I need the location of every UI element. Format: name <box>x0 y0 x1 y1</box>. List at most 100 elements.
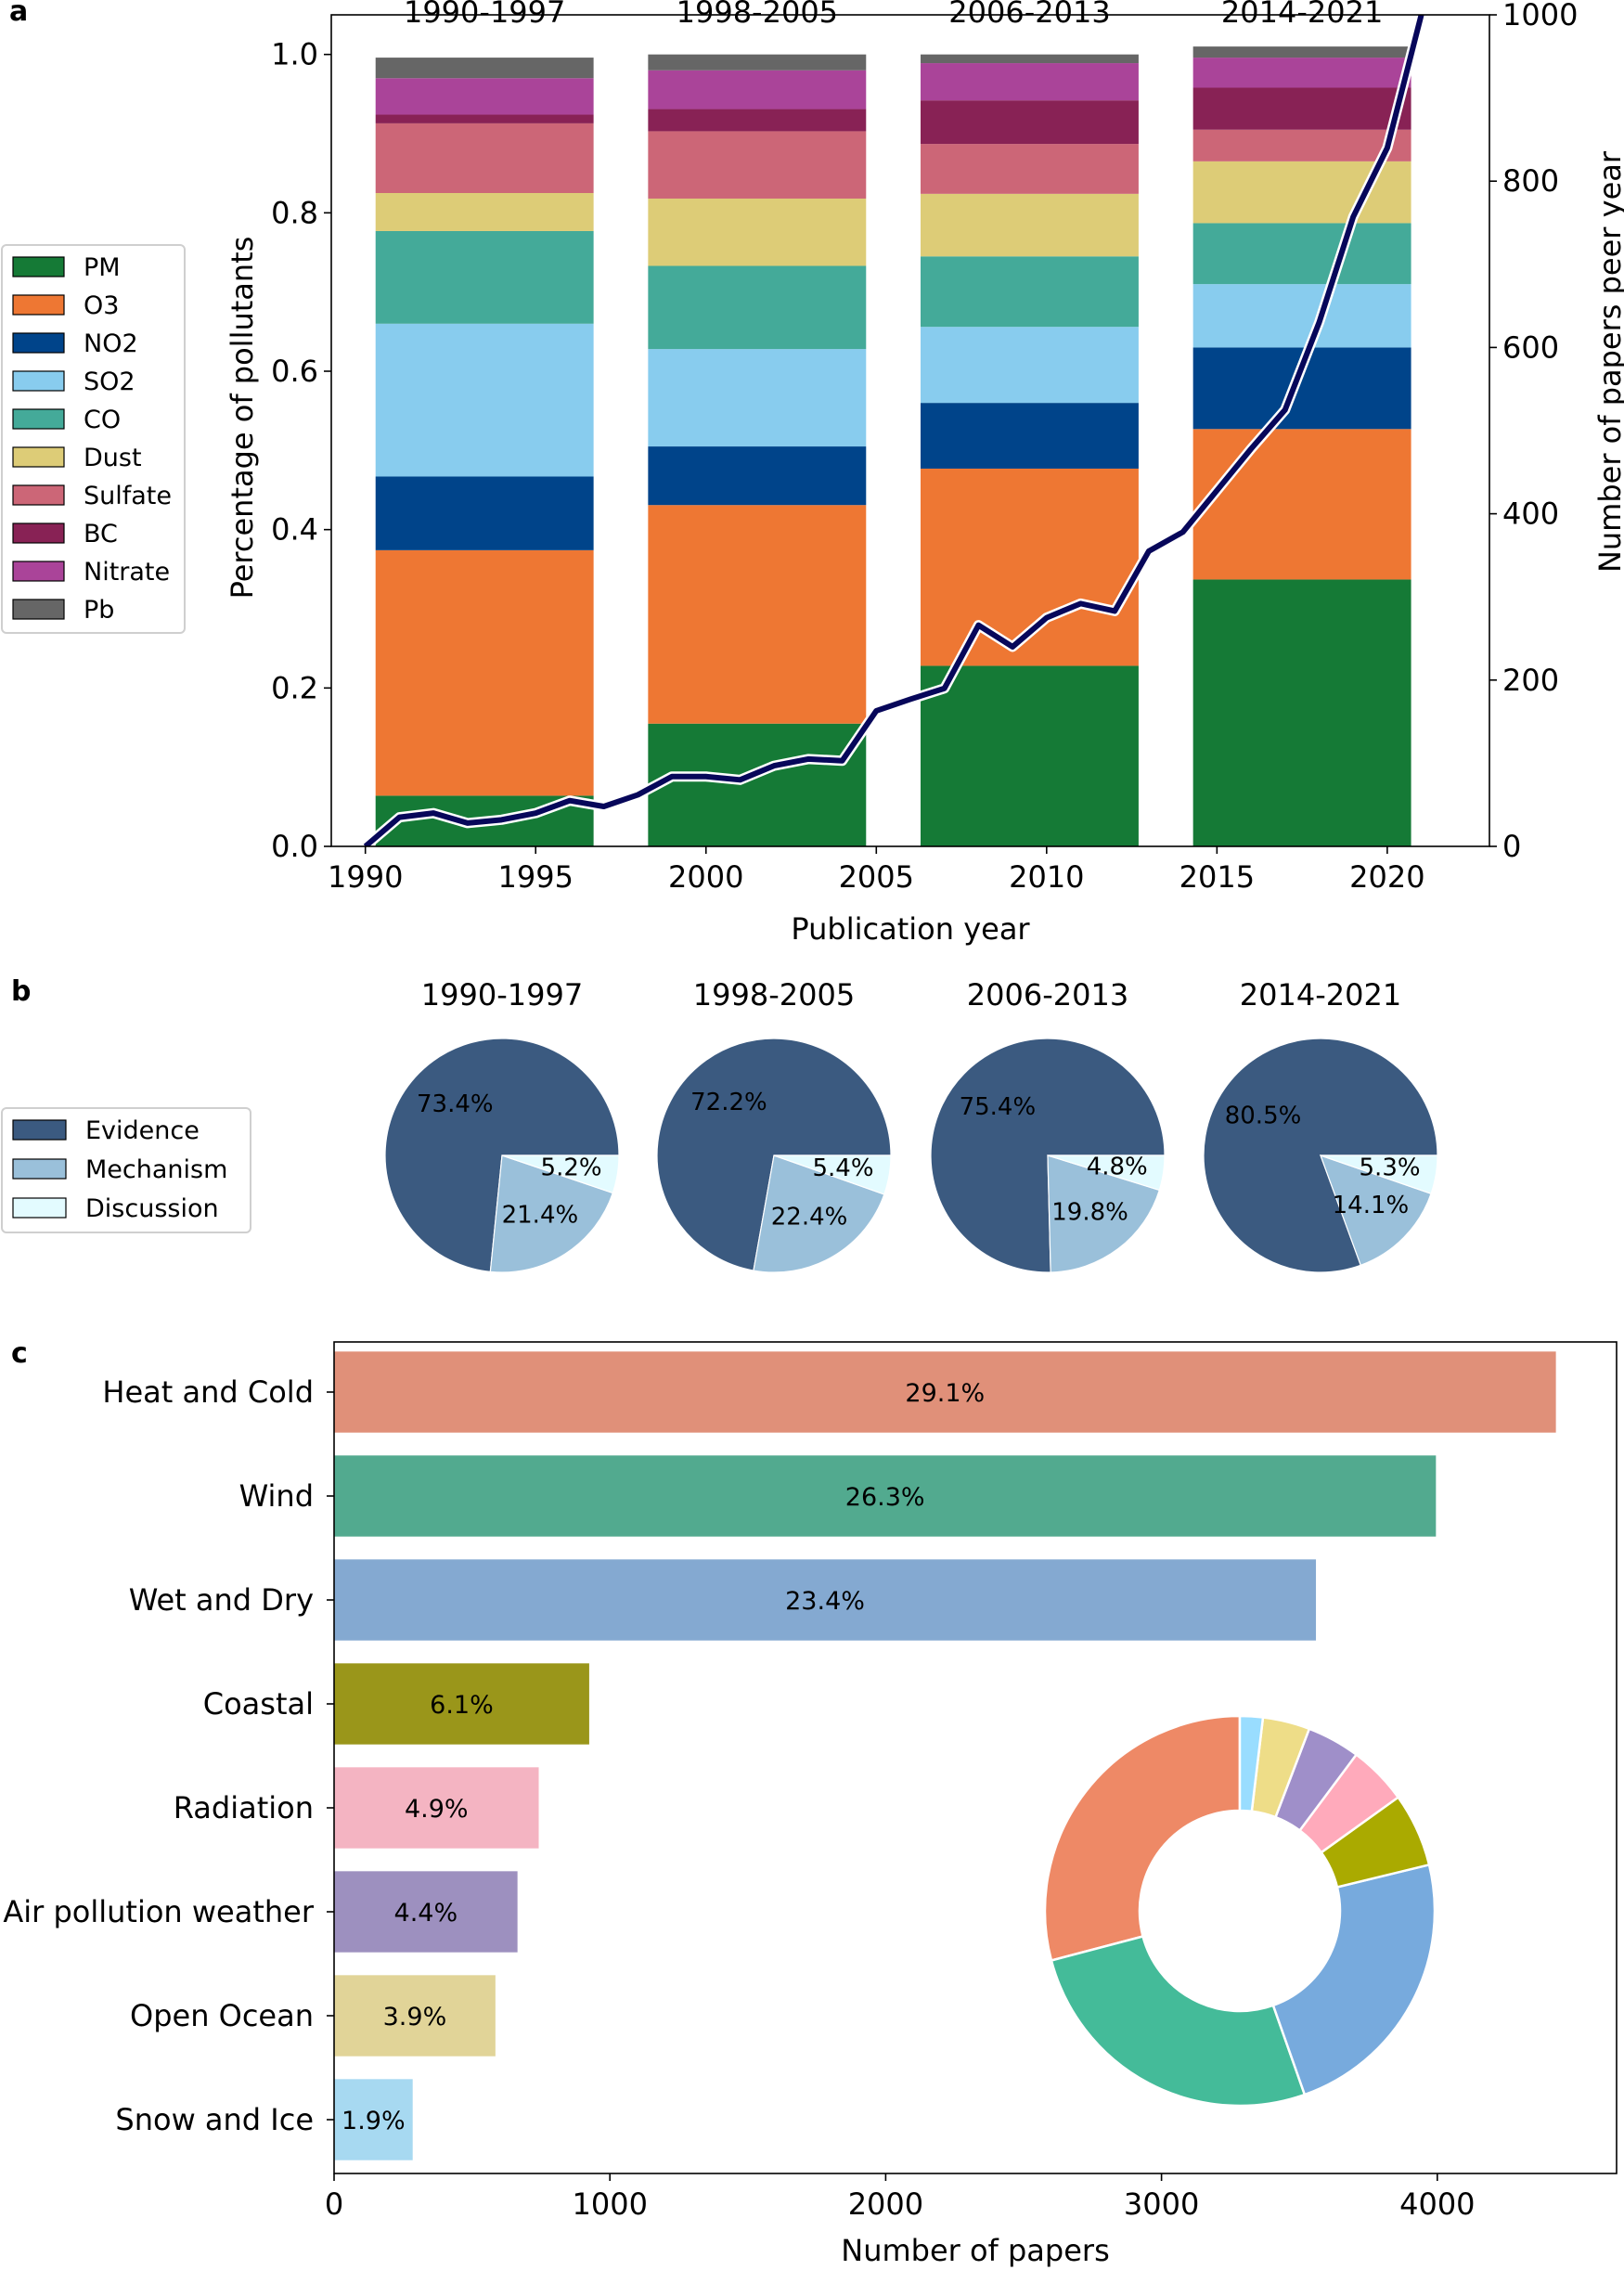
pie-label-discussion-1990-1997: 5.2% <box>541 1154 602 1181</box>
pie-label-evidence-1998-2005: 72.2% <box>690 1089 767 1116</box>
panel-b-legend: Evidence Mechanism Discussion <box>1 1107 251 1233</box>
bar-nitrate-1990-1997 <box>375 78 594 115</box>
a-ytick-label: 1.0 <box>271 37 318 72</box>
bar-sulfate-1990-1997 <box>375 123 594 193</box>
a-ytick-label: 0.8 <box>271 195 318 230</box>
a-legend-label-bc: BC <box>84 520 118 548</box>
a-ytick-label: 0.2 <box>271 670 318 705</box>
a-xtick-label: 2020 <box>1349 859 1424 895</box>
bar-o3-1998-2005 <box>648 505 867 724</box>
panel-a-stacked-bar-chart: 1990 1995 2000 2005 2010 2015 2020 0.00.20.40.… <box>1 0 1624 947</box>
bar-percent-wind: 26.3% <box>845 1483 925 1512</box>
pie-label-discussion-2014-2021: 5.3% <box>1360 1154 1421 1182</box>
pie-slice-discussion-1998-2005 <box>773 1154 892 1195</box>
b-legend-swatch-mechanism <box>12 1158 67 1180</box>
a-legend-swatch-pm <box>12 256 65 277</box>
a-legend-swatch-nitrate <box>12 561 65 582</box>
bar-open-ocean <box>334 1975 496 2057</box>
pie-slice-mechanism-1990-1997 <box>489 1154 614 1273</box>
bar-pb-1990-1997 <box>375 58 594 79</box>
a-legend-label-no2: NO2 <box>84 329 138 358</box>
bar-wind <box>334 1455 1437 1537</box>
bar-sulfate-2014-2021 <box>1192 129 1411 161</box>
a-legend-label-co: CO <box>84 406 121 434</box>
panel-c-axes-frame <box>333 1341 1618 2174</box>
a-legend-swatch-co <box>12 408 65 430</box>
bar-percent-snow-and-ice: 1.9% <box>342 2107 406 2135</box>
bar-wet-and-dry <box>334 1559 1317 1641</box>
a-period-label: 1990-1997 <box>404 0 565 30</box>
pie-label-mechanism-1990-1997: 21.4% <box>502 1202 579 1230</box>
pie-title-2006-2013: 2006-2013 <box>967 977 1128 1012</box>
panel-b-letter: b <box>11 975 31 1008</box>
pie-slice-evidence-1998-2005 <box>656 1038 892 1271</box>
papers-per-year-line <box>363 15 1424 846</box>
a-legend-label-dust: Dust <box>84 444 142 472</box>
bar-percent-wet-and-dry: 23.4% <box>785 1587 865 1616</box>
panel-c-xlabel: Number of papers <box>841 2233 1109 2268</box>
panel-a-axes-frame <box>330 14 1490 847</box>
donut-slice-heat-and-cold <box>1043 1714 1242 1963</box>
bar-pm-2014-2021 <box>1192 579 1411 846</box>
bar-so2-1998-2005 <box>648 349 867 447</box>
a-xtick-label: 2015 <box>1179 859 1255 895</box>
pie-label-discussion-2006-2013: 4.8% <box>1087 1153 1148 1180</box>
a-xtick-label: 2010 <box>1009 859 1084 895</box>
a-ytick-label: 0.4 <box>271 512 318 548</box>
bar-o3-2014-2021 <box>1192 429 1411 580</box>
bar-bc-2014-2021 <box>1192 87 1411 130</box>
bar-percent-radiation: 4.9% <box>405 1795 469 1824</box>
a-legend-label-so2: SO2 <box>84 368 135 396</box>
a-ytick-label: 0.0 <box>271 829 318 864</box>
b-legend-swatch-evidence <box>12 1119 67 1141</box>
bar-pb-2014-2021 <box>1192 46 1411 58</box>
category-label-snow-and-ice: Snow and Ice <box>115 2102 314 2137</box>
bar-sulfate-1998-2005 <box>648 131 867 199</box>
pie-label-discussion-1998-2005: 5.4% <box>812 1154 873 1182</box>
pie-label-mechanism-1998-2005: 22.4% <box>771 1203 848 1231</box>
panel-c-donut-chart <box>1043 1714 1437 2108</box>
b-legend-label-evidence: Evidence <box>85 1116 200 1145</box>
panel-a-xlabel: Publication year <box>791 911 1030 947</box>
a-legend-swatch-so2 <box>12 370 65 392</box>
c-xtick-label: 4000 <box>1399 2186 1475 2222</box>
a-legend-label-sulfate: Sulfate <box>84 482 172 510</box>
pie-label-mechanism-2014-2021: 14.1% <box>1333 1192 1410 1219</box>
pie-slice-discussion-2014-2021 <box>1320 1154 1438 1194</box>
a-legend-label-pb: Pb <box>84 596 114 625</box>
c-xtick-label: 0 <box>325 2186 343 2222</box>
pie-slice-discussion-2006-2013 <box>1047 1154 1166 1192</box>
bar-percent-air-pollution-weather: 4.4% <box>394 1899 458 1928</box>
pie-title-2014-2021: 2014-2021 <box>1240 977 1401 1012</box>
a-xtick-label: 1990 <box>328 859 403 895</box>
bar-co-1990-1997 <box>375 230 594 324</box>
a-legend-swatch-pb <box>12 599 65 620</box>
bar-pb-2006-2013 <box>921 54 1139 64</box>
a-ytick-right-label: 600 <box>1502 329 1559 365</box>
panel-b-pie-charts: 1990-1997 73.4% 21.4% 5.2% 1998-2005 72.2% 22.… <box>1 977 1438 1273</box>
c-xtick-label: 2000 <box>848 2186 923 2222</box>
category-label-radiation: Radiation <box>174 1790 314 1825</box>
bar-sulfate-2006-2013 <box>921 144 1139 194</box>
pie-slice-mechanism-2014-2021 <box>1320 1154 1432 1267</box>
category-label-coastal: Coastal <box>203 1686 314 1722</box>
bar-dust-1990-1997 <box>375 193 594 231</box>
bar-dust-1998-2005 <box>648 198 867 266</box>
bar-so2-2006-2013 <box>921 327 1139 404</box>
bar-bc-2006-2013 <box>921 100 1139 145</box>
pie-label-mechanism-2006-2013: 19.8% <box>1051 1198 1128 1226</box>
bar-co-2014-2021 <box>1192 223 1411 285</box>
a-ytick-right-label: 800 <box>1502 163 1559 199</box>
donut-slice-wind <box>1050 1934 1307 2108</box>
a-ytick-right-label: 400 <box>1502 497 1559 532</box>
a-legend-swatch-no2 <box>12 332 65 354</box>
pie-title-1990-1997: 1990-1997 <box>421 977 583 1012</box>
bar-coastal <box>334 1663 589 1745</box>
panel-a-legend: PM O3 NO2 SO2 CO Dust Sulfate BC Nitrate Pb <box>1 244 186 634</box>
a-ytick-label: 0.6 <box>271 354 318 389</box>
category-label-wet-and-dry: Wet and Dry <box>129 1582 314 1618</box>
bar-snow-and-ice <box>334 2079 413 2160</box>
bar-heat-and-cold <box>334 1351 1556 1433</box>
b-legend-swatch-discussion <box>12 1197 67 1219</box>
pie-slice-mechanism-2006-2013 <box>1047 1154 1161 1273</box>
